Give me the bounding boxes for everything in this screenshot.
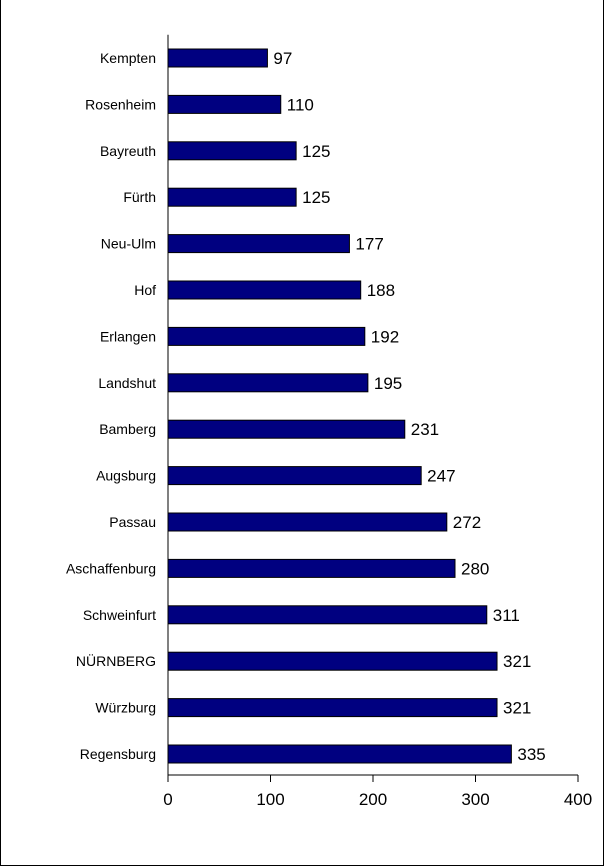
category-label-schweinfurt: Schweinfurt — [83, 607, 156, 623]
value-label-furth: 125 — [302, 188, 330, 207]
bar-landshut — [167, 373, 369, 393]
bar-hof — [167, 280, 362, 300]
value-label-passau: 272 — [453, 513, 481, 532]
x-tick-label-400: 400 — [564, 790, 592, 809]
category-label-furth: Fürth — [123, 189, 156, 205]
value-label-regensburg: 335 — [517, 745, 545, 764]
value-label-augsburg: 247 — [427, 467, 455, 486]
category-label-passau: Passau — [109, 514, 156, 530]
bar-rosenheim — [167, 94, 282, 114]
value-labels: 97 110 125 125 177 188 192 195 231 247 272 280 311 32… — [273, 49, 545, 764]
value-label-rosenheim: 110 — [287, 95, 314, 114]
x-tick-label-200: 200 — [359, 790, 387, 809]
category-label-aschaffenburg: Aschaffenburg — [66, 560, 156, 576]
category-label-rosenheim: Rosenheim — [85, 96, 156, 112]
bar-kempten — [167, 48, 268, 68]
value-label-neu-ulm: 177 — [355, 235, 383, 254]
category-label-erlangen: Erlangen — [100, 328, 156, 344]
bar-nurnberg — [167, 651, 498, 671]
category-label-neu-ulm: Neu-Ulm — [101, 236, 156, 252]
value-label-hof: 188 — [367, 281, 395, 300]
category-label-regensburg: Regensburg — [80, 746, 156, 762]
bar-regensburg — [167, 744, 512, 764]
category-label-landshut: Landshut — [98, 375, 156, 391]
bar-bamberg — [167, 419, 406, 439]
category-labels: Kempten Rosenheim Bayreuth Fürth Neu-Ulm Hof E… — [66, 50, 156, 762]
bar-passau — [167, 512, 448, 532]
category-label-nurnberg: NÜRNBERG — [76, 652, 156, 669]
category-label-augsburg: Augsburg — [96, 468, 156, 484]
bar-schweinfurt — [167, 605, 488, 625]
bar-neu-ulm — [167, 234, 350, 254]
value-label-nurnberg: 321 — [503, 652, 531, 671]
bar-bayreuth — [167, 141, 297, 161]
x-tick-label-0: 0 — [163, 790, 172, 809]
value-label-wurzburg: 321 — [503, 699, 531, 718]
x-axis: 0 100 200 300 400 — [163, 34, 592, 809]
bar-augsburg — [167, 466, 422, 486]
value-label-bamberg: 231 — [411, 420, 439, 439]
value-label-bayreuth: 125 — [302, 142, 330, 161]
category-label-bamberg: Bamberg — [99, 421, 156, 437]
x-tick-label-300: 300 — [461, 790, 489, 809]
value-label-erlangen: 192 — [371, 327, 399, 346]
value-label-landshut: 195 — [374, 374, 402, 393]
category-label-kempten: Kempten — [100, 50, 156, 66]
value-label-aschaffenburg: 280 — [461, 559, 489, 578]
bar-erlangen — [167, 326, 366, 346]
value-label-kempten: 97 — [273, 49, 292, 68]
bar-aschaffenburg — [167, 558, 456, 578]
category-label-hof: Hof — [134, 282, 156, 298]
category-label-bayreuth: Bayreuth — [100, 143, 156, 159]
bars-layer — [167, 48, 512, 764]
bar-furth — [167, 187, 297, 207]
bar-wurzburg — [167, 698, 498, 718]
x-tick-label-100: 100 — [256, 790, 284, 809]
category-label-wurzburg: Würzburg — [95, 700, 156, 716]
value-label-schweinfurt: 311 — [493, 606, 520, 625]
